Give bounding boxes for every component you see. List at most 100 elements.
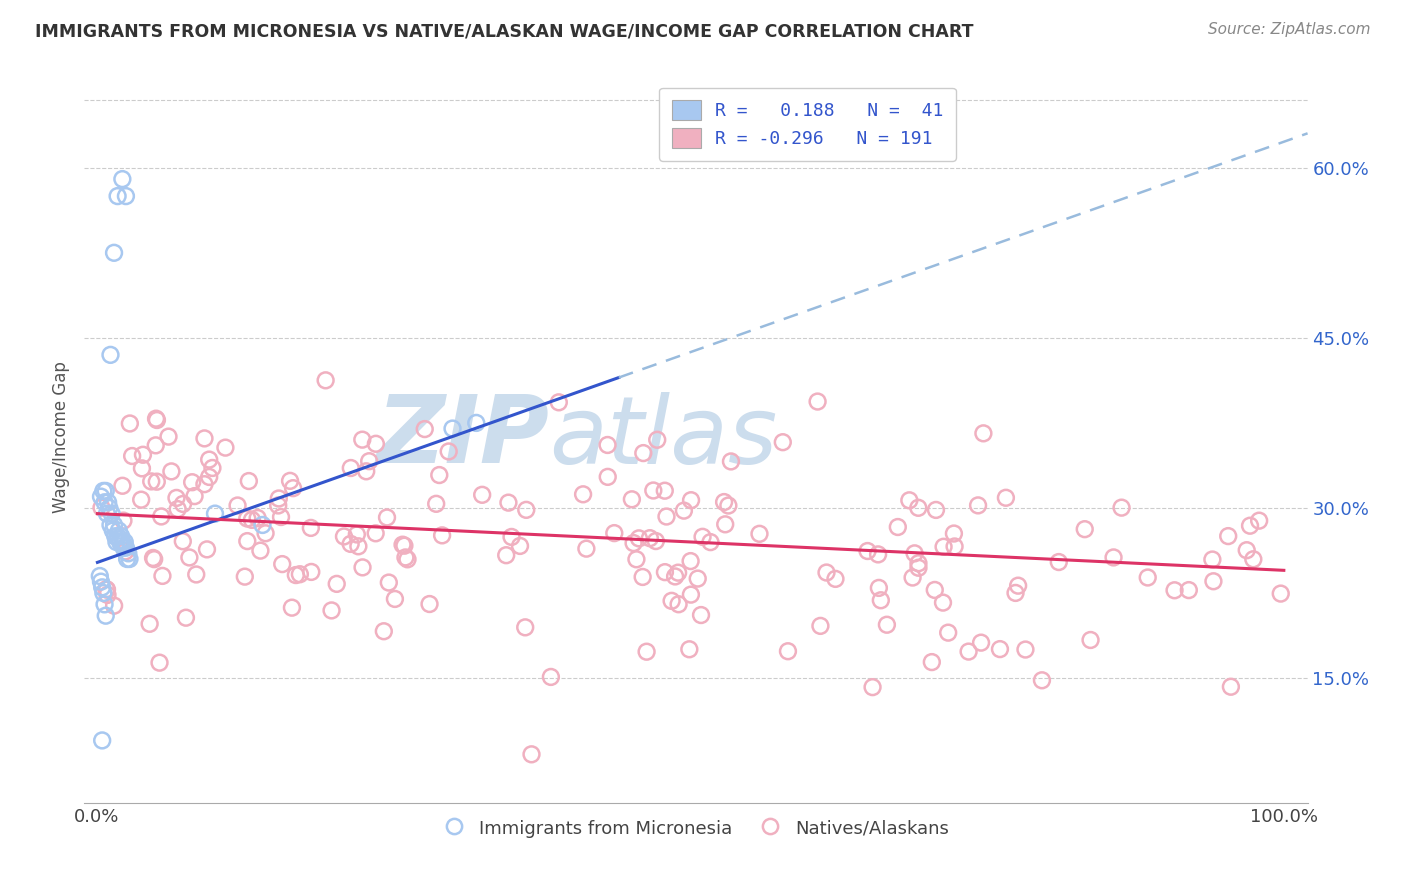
Point [868,548,890,562]
Point [118,417,141,431]
Point [96,582,118,597]
Point [654,483,676,498]
Y-axis label: Wage/Income Gap: Wage/Income Gap [52,361,70,513]
Point [284,568,307,582]
Point [93,586,115,600]
Point [174,611,197,625]
Point [214,441,236,455]
Point [249,543,271,558]
Point [967,499,990,513]
Point [104,529,127,543]
Point [150,509,173,524]
Point [111,479,134,493]
Point [179,550,201,565]
Point [236,511,259,525]
Point [1080,632,1102,647]
Point [1163,583,1185,598]
Point [626,552,648,566]
Point [94,483,117,498]
Point [631,570,654,584]
Point [1236,543,1258,558]
Point [1111,500,1133,515]
Point [807,394,830,409]
Point [509,539,531,553]
Point [664,569,686,583]
Point [373,624,395,639]
Point [186,567,208,582]
Point [714,517,737,532]
Point [100,507,122,521]
Point [666,566,689,580]
Point [111,172,134,186]
Point [121,449,143,463]
Point [1074,522,1097,536]
Point [970,635,993,649]
Point [172,534,194,549]
Point [495,548,517,562]
Point [810,619,832,633]
Point [868,581,890,595]
Point [679,554,702,568]
Point [152,569,174,583]
Point [515,503,537,517]
Point [112,541,135,555]
Point [101,524,124,538]
Point [299,521,322,535]
Point [172,497,194,511]
Point [91,733,114,747]
Point [115,541,138,555]
Point [1004,586,1026,600]
Point [157,429,180,443]
Point [166,491,188,505]
Legend: Immigrants from Micronesia, Natives/Alaskans: Immigrants from Micronesia, Natives/Alas… [436,811,956,845]
Point [501,530,523,544]
Point [596,470,619,484]
Point [994,491,1017,505]
Point [942,526,965,541]
Point [932,596,955,610]
Point [267,491,290,506]
Point [100,348,122,362]
Point [339,461,361,475]
Point [394,550,416,565]
Point [413,422,436,436]
Point [903,546,925,560]
Point [142,551,165,566]
Point [441,421,464,435]
Point [148,656,170,670]
Point [333,529,356,543]
Point [1007,579,1029,593]
Point [98,500,121,515]
Point [627,532,650,546]
Point [907,500,929,515]
Point [145,438,167,452]
Point [498,495,520,509]
Point [378,575,401,590]
Point [1047,555,1070,569]
Text: Source: ZipAtlas.com: Source: ZipAtlas.com [1208,22,1371,37]
Text: IMMIGRANTS FROM MICRONESIA VS NATIVE/ALASKAN WAGE/INCOME GAP CORRELATION CHART: IMMIGRANTS FROM MICRONESIA VS NATIVE/ALA… [35,22,973,40]
Point [988,642,1011,657]
Point [643,483,665,498]
Point [321,603,343,617]
Point [93,483,115,498]
Point [1239,518,1261,533]
Point [924,582,946,597]
Point [204,507,226,521]
Point [198,470,221,484]
Point [193,431,215,445]
Point [115,189,138,203]
Point [633,446,655,460]
Point [233,569,256,583]
Text: ZIP: ZIP [377,391,550,483]
Point [391,538,413,552]
Point [117,546,139,560]
Point [681,493,703,508]
Point [107,529,129,543]
Point [869,593,891,607]
Point [419,597,441,611]
Point [1218,529,1240,543]
Point [103,599,125,613]
Point [146,413,169,427]
Point [97,495,120,509]
